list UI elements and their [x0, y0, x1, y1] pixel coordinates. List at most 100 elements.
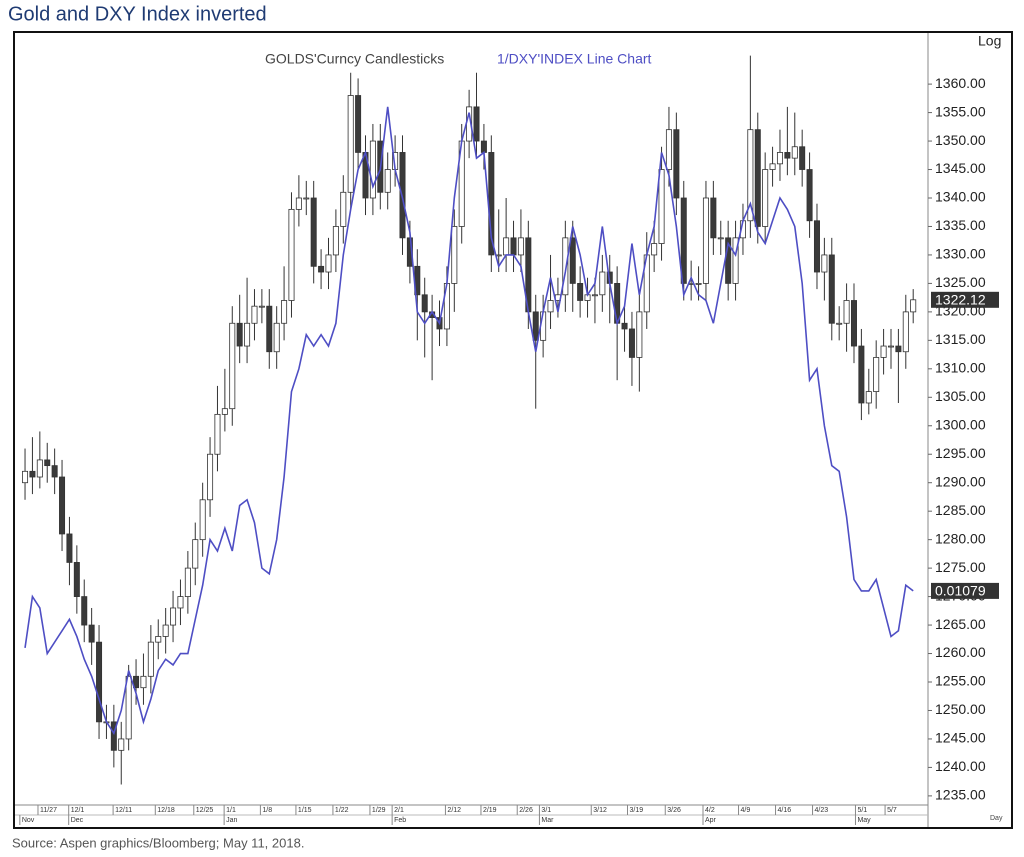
y-tick-label: 1240.00: [935, 758, 986, 774]
candle-body: [118, 738, 125, 751]
month-label: Dec: [71, 817, 84, 824]
candle-body: [207, 453, 214, 501]
candle-body: [369, 140, 376, 199]
month-label: May: [857, 817, 871, 824]
x-tick-label: 4/16: [778, 807, 792, 814]
last-value-label: 1322.12: [935, 292, 986, 308]
y-tick-label: 1350.00: [935, 132, 986, 148]
candle-body: [747, 129, 754, 222]
candle-body: [836, 322, 843, 325]
y-tick-label: 1340.00: [935, 189, 986, 205]
candle-body: [340, 191, 347, 227]
candle-body: [88, 624, 95, 643]
period-label: Day: [990, 815, 1003, 822]
candle-body: [880, 345, 887, 358]
x-tick-label: 2/12: [447, 807, 461, 814]
x-tick-label: 3/12: [593, 807, 607, 814]
candle-body: [776, 152, 783, 165]
candle-body: [325, 254, 332, 273]
candle-body: [910, 299, 917, 313]
x-tick-label: 12/25: [196, 807, 214, 814]
candle-body: [562, 237, 569, 296]
candle-body: [258, 305, 265, 308]
y-tick-label: 1290.00: [935, 473, 986, 489]
annotation-label-box: [931, 582, 999, 599]
candle-body: [858, 345, 865, 404]
candle-body: [192, 539, 199, 569]
candle-body: [887, 345, 894, 348]
candle-body: [762, 169, 769, 227]
candle-body: [29, 470, 36, 478]
month-label: Jan: [226, 817, 237, 824]
candle-body: [73, 562, 80, 597]
candle-body: [140, 675, 147, 689]
candle-body: [347, 95, 354, 193]
candle-body: [769, 163, 776, 170]
x-tick-label: 11/27: [40, 807, 57, 814]
x-tick-label: 3/26: [667, 807, 681, 814]
candle-body: [36, 459, 43, 478]
candle-body: [473, 106, 480, 142]
candle-body: [480, 140, 487, 153]
candle-body: [221, 408, 228, 415]
x-tick-label: 1/8: [262, 807, 272, 814]
candle-body: [451, 226, 458, 284]
y-tick-label: 1285.00: [935, 502, 986, 518]
candle-body: [81, 596, 88, 626]
candle-body: [184, 567, 191, 597]
chart-frame: [13, 31, 1013, 829]
candle-body: [332, 226, 339, 256]
x-tick-label: 4/9: [741, 807, 751, 814]
y-tick-label: 1255.00: [935, 673, 986, 689]
candle-body: [591, 294, 598, 297]
candle-body: [51, 465, 58, 478]
candle-body: [273, 322, 280, 353]
candle-body: [22, 470, 29, 484]
x-tick-label: 3/19: [630, 807, 644, 814]
y-tick-label: 1250.00: [935, 701, 986, 717]
candle-body: [288, 208, 295, 301]
candle-body: [702, 197, 709, 284]
candle-body: [503, 237, 510, 256]
candle-body: [547, 300, 554, 313]
y-tick-label: 1265.00: [935, 616, 986, 632]
candle-body: [147, 641, 154, 677]
candle-body: [133, 675, 140, 689]
candle-body: [214, 413, 221, 455]
candle-body: [680, 197, 687, 284]
y-tick-label: 1335.00: [935, 217, 986, 233]
y-tick-label: 1330.00: [935, 246, 986, 262]
x-tick-label: 1/1: [226, 807, 236, 814]
x-tick-label: 5/7: [887, 807, 897, 814]
y-tick-label: 1235.00: [935, 787, 986, 803]
month-label: Mar: [541, 817, 554, 824]
x-tick-label: 2/26: [519, 807, 533, 814]
x-tick-label: 12/18: [157, 807, 175, 814]
candle-body: [895, 345, 902, 353]
x-tick-label: 1/15: [298, 807, 312, 814]
candle-body: [125, 675, 132, 740]
y-tick-label: 1355.00: [935, 103, 986, 119]
candle-body: [66, 533, 73, 563]
candle-body: [236, 322, 243, 347]
candle-body: [266, 305, 273, 353]
candle-body: [710, 197, 717, 239]
scale-label: Log: [978, 33, 1001, 49]
last-value-label-box: [931, 291, 999, 308]
y-tick-label: 1260.00: [935, 644, 986, 660]
candle-body: [244, 322, 251, 347]
line-series: [24, 106, 914, 736]
x-tick-label: 12/11: [115, 807, 132, 814]
candle-body: [577, 283, 584, 301]
candle-body: [821, 254, 828, 273]
candle-body: [717, 237, 724, 240]
candle-body: [532, 311, 539, 341]
candle-body: [495, 254, 502, 257]
y-tick-label: 1305.00: [935, 388, 986, 404]
candle-body: [303, 197, 310, 200]
candle-body: [569, 237, 576, 284]
source-note: Source: Aspen graphics/Bloomberg; May 11…: [12, 835, 304, 850]
candle-body: [59, 476, 66, 535]
candle-body: [695, 283, 702, 285]
